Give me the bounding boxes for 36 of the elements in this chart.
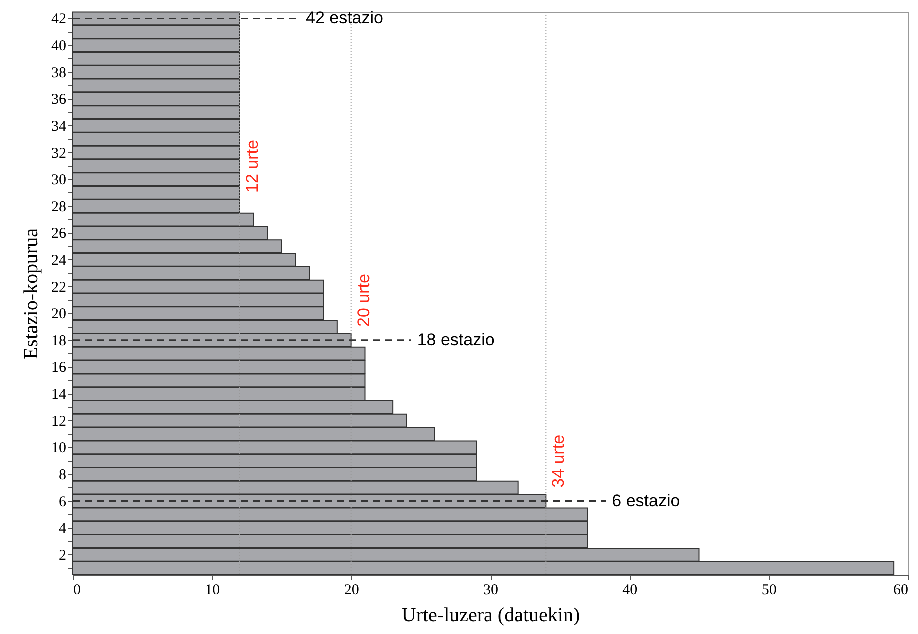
y-tick-label: 40: [52, 38, 66, 55]
y-tick-label: 28: [52, 199, 66, 216]
y-tick-label: 8: [59, 467, 66, 484]
x-tick-label: 40: [622, 582, 638, 598]
ref-line-label: 20 urte: [354, 274, 374, 328]
y-tick-label: 24: [52, 252, 67, 269]
y-tick-label: 26: [52, 226, 67, 242]
y-tick-label: 36: [52, 92, 67, 108]
y-tick-label: 14: [52, 387, 67, 404]
y-tick-label: 12: [52, 414, 66, 430]
y-tick-label: 30: [52, 172, 66, 189]
x-tick-label: 20: [344, 582, 360, 598]
ref-line-label: 12 urte: [243, 140, 262, 193]
y-tick-label: 20: [52, 306, 66, 323]
x-tick-label: 60: [894, 582, 908, 598]
ref-line-label: 6 estazio: [612, 491, 680, 510]
ref-line-label: 18 estazio: [417, 330, 495, 350]
y-tick-label: 4: [59, 521, 67, 538]
x-tick-label: 50: [762, 582, 777, 598]
y-tick-label: 22: [52, 280, 66, 296]
x-axis-title: Urte-luzera (datuekin): [402, 604, 580, 626]
ref-line-label: 34 urte: [549, 434, 568, 488]
y-tick-label: 10: [52, 440, 66, 457]
y-tick-label: 38: [52, 65, 66, 82]
y-tick-label: 42: [52, 12, 66, 28]
y-tick-label: 32: [52, 146, 66, 162]
x-tick-label: 10: [205, 582, 220, 598]
y-axis-title: Estazio-kopurua: [20, 228, 42, 360]
ref-line-label: 42 estazio: [306, 8, 384, 28]
x-tick-label: 30: [484, 582, 498, 598]
y-tick-label: 2: [59, 548, 66, 564]
y-tick-label: 16: [52, 360, 67, 376]
y-tick-label: 18: [52, 333, 66, 350]
x-tick-label: 0: [74, 582, 81, 598]
y-tick-label: 34: [52, 118, 67, 135]
y-tick-label: 6: [59, 494, 67, 510]
